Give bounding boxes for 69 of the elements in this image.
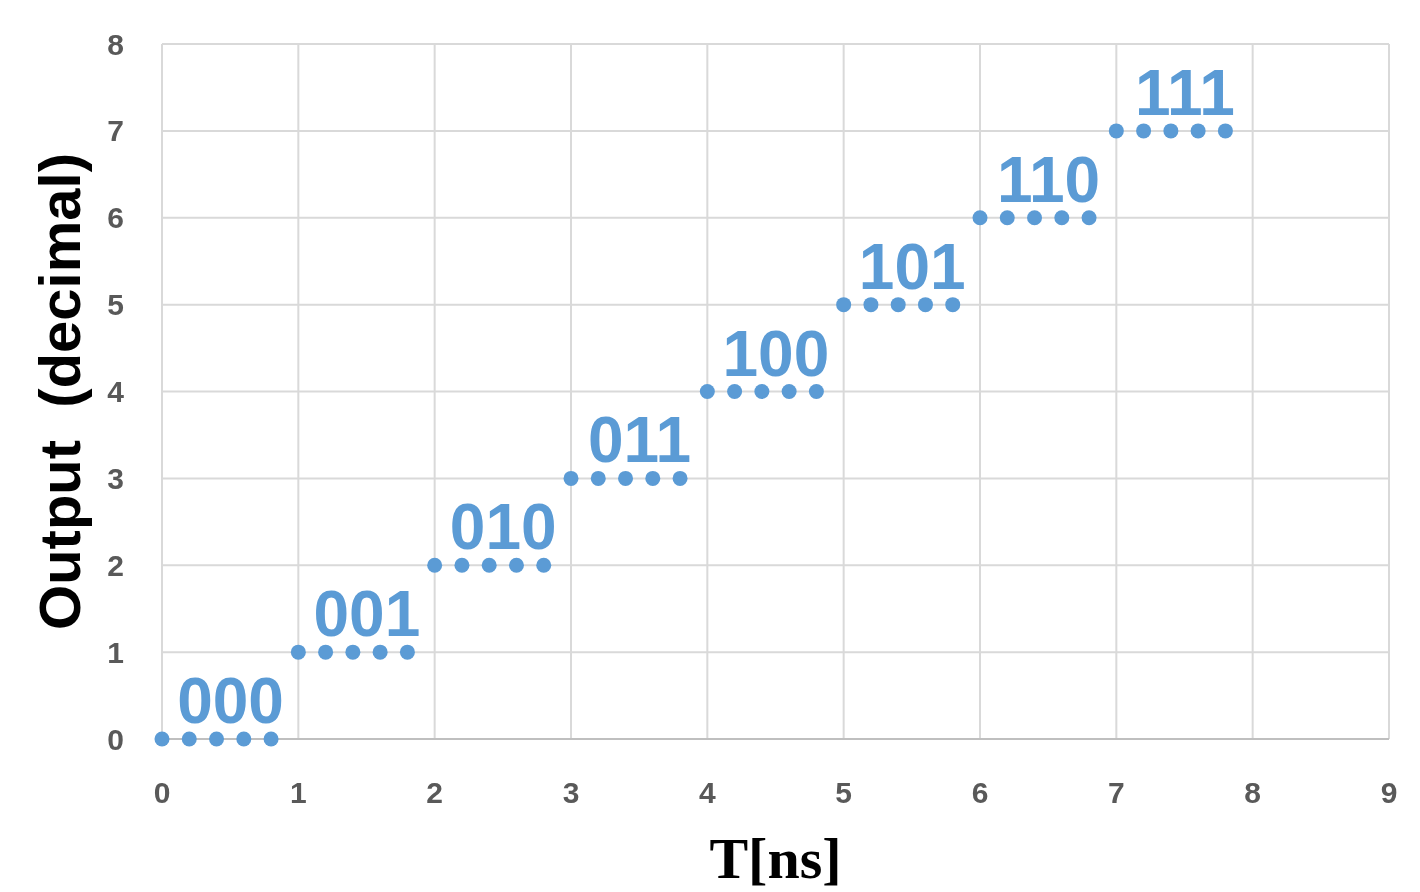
point <box>1217 123 1233 139</box>
annotation: 010 <box>449 491 557 564</box>
y-tick-label: 6 <box>107 201 124 235</box>
annotation: 100 <box>722 317 830 390</box>
point <box>1081 210 1097 226</box>
annotation: 011 <box>587 404 692 477</box>
point <box>645 470 661 486</box>
point <box>754 384 770 399</box>
x-tick-label: 1 <box>289 776 307 809</box>
x-tick-label: 6 <box>971 776 989 809</box>
point <box>999 210 1015 226</box>
point <box>672 470 688 486</box>
point <box>1163 123 1179 139</box>
point <box>808 384 824 399</box>
y-tick-label: 0 <box>107 722 124 756</box>
point <box>781 384 797 399</box>
x-tick-label: 4 <box>698 776 716 809</box>
y-tick-label: 5 <box>107 288 124 322</box>
point <box>1054 210 1070 226</box>
point <box>209 731 225 747</box>
annotation: 000 <box>177 665 284 737</box>
annotation: 101 <box>858 230 966 303</box>
point <box>454 557 470 573</box>
point <box>727 384 743 399</box>
y-tick-label: 1 <box>107 635 124 669</box>
annotation: 001 <box>313 578 421 651</box>
x-tick-label: 9 <box>1380 776 1398 809</box>
point <box>427 557 443 573</box>
y-tick-label: 2 <box>107 548 124 582</box>
point <box>263 731 279 747</box>
point <box>1136 123 1152 139</box>
point <box>508 557 524 573</box>
y-tick-label: 4 <box>107 375 125 408</box>
y-tick-label: 8 <box>107 27 124 61</box>
x-tick-label: 2 <box>426 776 444 809</box>
point <box>972 210 988 226</box>
point <box>836 297 852 313</box>
annotation: 110 <box>996 143 1101 216</box>
point <box>1190 123 1206 139</box>
point <box>372 644 388 660</box>
point <box>345 644 361 660</box>
point <box>863 297 879 313</box>
point <box>699 384 715 399</box>
annotation: 111 <box>1135 56 1235 129</box>
point <box>236 731 252 747</box>
point <box>890 297 906 313</box>
y-axis-title: Output (decimal) <box>27 153 92 630</box>
point <box>181 731 197 747</box>
point <box>318 644 334 660</box>
point <box>399 644 415 660</box>
y-tick-label: 7 <box>107 114 124 148</box>
x-tick-label: 7 <box>1107 776 1125 809</box>
point <box>290 644 306 660</box>
x-tick-label: 5 <box>835 776 853 809</box>
point <box>945 297 961 313</box>
x-tick-label: 8 <box>1244 776 1262 809</box>
point <box>154 731 170 747</box>
point <box>536 557 552 573</box>
y-tick-label: 3 <box>107 461 124 495</box>
point <box>481 557 497 573</box>
point <box>563 470 579 486</box>
x-tick-label: 0 <box>153 776 171 809</box>
x-axis-title: T[ns] <box>709 826 842 891</box>
point <box>1108 123 1124 139</box>
point <box>618 470 634 486</box>
point <box>917 297 933 313</box>
point <box>1027 210 1043 226</box>
point <box>590 470 606 486</box>
x-tick-label: 3 <box>562 776 580 809</box>
